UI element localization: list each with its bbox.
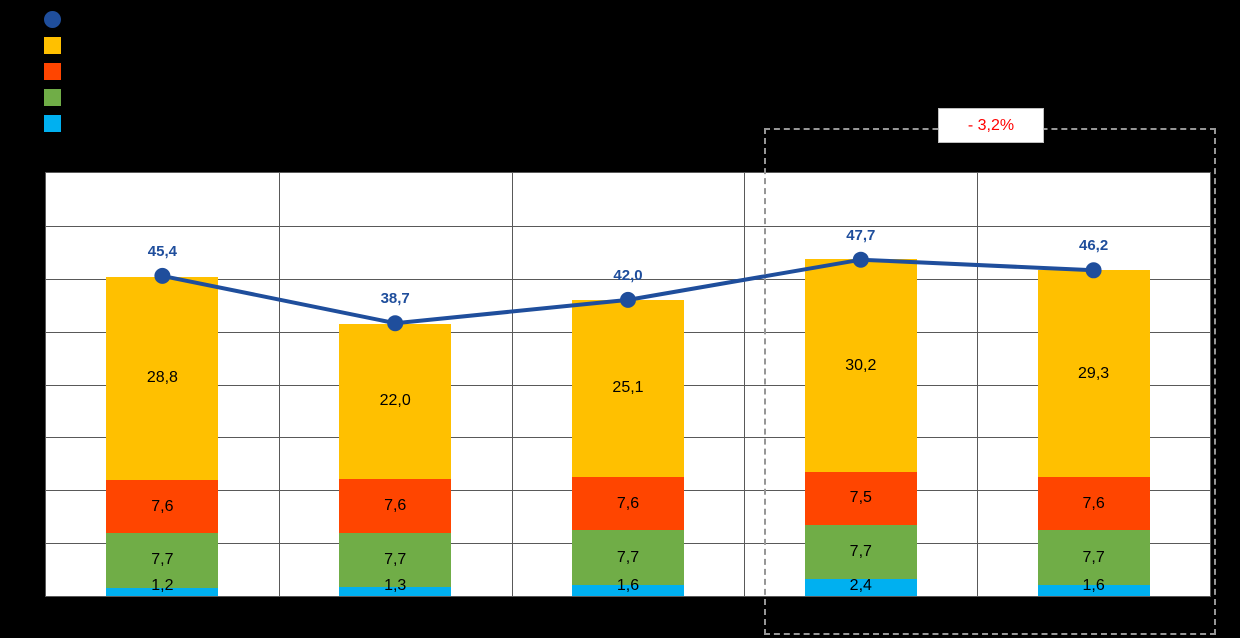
- segment-label: 7,6: [1082, 494, 1105, 512]
- line-marker-icon: [1085, 262, 1102, 279]
- vertical-gridline: [744, 173, 746, 596]
- legend-item-total-line: [44, 6, 61, 32]
- segment-label: 1,2: [151, 577, 174, 594]
- annotation-text: - 3,2%: [967, 116, 1015, 134]
- series-green-legend-marker-icon: [44, 88, 61, 106]
- line-marker-icon: [154, 267, 171, 284]
- line-value-label: 45,4: [147, 242, 177, 260]
- segment-label: 7,7: [1082, 548, 1105, 566]
- segment-label: 30,2: [845, 356, 877, 374]
- horizontal-gridline: [46, 278, 1210, 280]
- legend-item-series-orange-red: [44, 58, 61, 84]
- bar-segment-green: [572, 530, 684, 585]
- bar-segment-light-blue: [804, 579, 917, 596]
- line-value-label: 38,7: [380, 290, 410, 308]
- bar-segment-light-blue: [1037, 584, 1150, 596]
- bar-segment-amber: [339, 323, 452, 479]
- segment-label: 1,6: [616, 577, 640, 594]
- bar-segment-green: [339, 532, 452, 587]
- segment-label: 22,0: [379, 392, 411, 410]
- legend-item-series-amber: [44, 32, 61, 58]
- segment-label: 7,7: [384, 550, 407, 568]
- line-value-label: 47,7: [846, 226, 876, 244]
- bar-segment-green: [1037, 530, 1150, 585]
- total-line-legend-marker-icon: [44, 10, 61, 28]
- bar-segment-amber: [804, 259, 917, 472]
- vertical-gridline: [977, 173, 979, 596]
- segment-label: 7,6: [384, 496, 407, 514]
- horizontal-gridline: [46, 225, 1210, 227]
- segment-label: 7,6: [616, 494, 640, 512]
- bar-segment-amber: [572, 299, 684, 477]
- segment-label: 7,7: [151, 551, 174, 569]
- series-light-blue-legend-marker-icon: [44, 114, 61, 132]
- segment-label: 7,7: [616, 548, 640, 566]
- bar-segment-orange-red: [572, 476, 684, 531]
- segment-label: 7,5: [849, 489, 872, 507]
- segment-label: 25,1: [612, 379, 644, 397]
- line-marker-icon: [620, 291, 636, 308]
- segment-label: 28,8: [146, 369, 178, 387]
- bar-segment-green: [804, 524, 917, 580]
- line-value-label: 46,2: [1078, 237, 1109, 255]
- chart-legend: [44, 6, 61, 136]
- bar-segment-amber: [1037, 270, 1150, 477]
- total-line-layer: [154, 251, 1102, 332]
- bar-segment-green: [106, 533, 219, 588]
- vertical-gridline: [511, 173, 513, 596]
- segment-label: 7,7: [849, 542, 872, 560]
- bar-segment-light-blue: [106, 587, 219, 596]
- bar-segment-orange-red: [804, 471, 917, 525]
- legend-item-series-green: [44, 84, 61, 110]
- plot-area: 1,2 7,7 7,6 28,8 1,3 7,7 7,6 22,0 1,6 7,7 7,6 25,1 2…: [45, 172, 1211, 597]
- bar-segment-light-blue: [572, 584, 684, 596]
- bar-segment-orange-red: [106, 479, 219, 534]
- bar-segment-orange-red: [339, 479, 452, 533]
- line-value-label: 42,0: [613, 266, 643, 284]
- series-amber-legend-marker-icon: [44, 36, 61, 54]
- vertical-gridline: [278, 173, 280, 596]
- legend-item-series-light-blue: [44, 110, 61, 136]
- bar-segment-light-blue: [339, 586, 452, 596]
- line-marker-icon: [852, 251, 869, 268]
- line-marker-icon: [387, 315, 404, 332]
- segment-label: 1,6: [1082, 577, 1105, 594]
- segment-label: 29,3: [1078, 364, 1110, 382]
- bar-segment-orange-red: [1037, 476, 1150, 531]
- annotation-box: - 3,2%: [938, 108, 1044, 143]
- segment-label: 1,3: [384, 577, 407, 594]
- segment-label: 7,6: [151, 497, 174, 515]
- bar-segment-amber: [106, 276, 219, 480]
- segment-label: 2,4: [849, 577, 872, 594]
- series-orange-red-legend-marker-icon: [44, 62, 61, 80]
